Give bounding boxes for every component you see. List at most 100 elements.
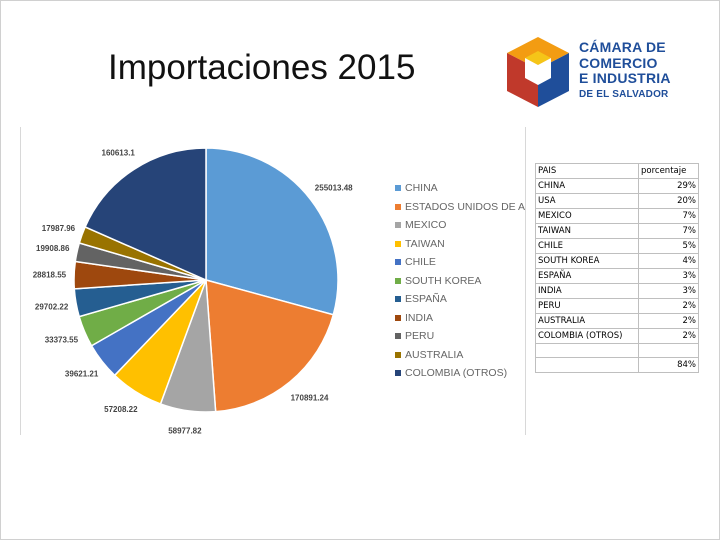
table-cell-country: COLOMBIA (OTROS): [535, 328, 639, 344]
table-cell-percentage: 3%: [638, 268, 699, 284]
logo-line-3: E INDUSTRIA: [579, 70, 671, 86]
table-cell-country: INDIA: [535, 283, 639, 299]
blank-cell: [535, 343, 639, 358]
table-cell-percentage: 3%: [638, 283, 699, 299]
table-row: TAIWAN 7%: [535, 223, 699, 239]
legend-swatch: [395, 240, 401, 247]
legend-label: CHINA: [405, 182, 438, 195]
legend-item: COLOMBIA (OTROS): [395, 364, 525, 383]
legend-label: SOUTH KOREA: [405, 274, 482, 287]
total-percentage: 84%: [638, 357, 699, 373]
legend-label: MEXICO: [405, 219, 447, 232]
pie-slice-colombia-otros: [84, 147, 207, 282]
table-cell-percentage: 7%: [638, 223, 699, 239]
chamber-logo: CÁMARA DE COMERCIO E INDUSTRIA DE EL SAL…: [503, 33, 703, 113]
blank-cell: [638, 343, 699, 358]
pie-slice-estados-unidos-de-america: [205, 278, 335, 413]
legend-swatch: [395, 277, 401, 284]
pie-slice-china: [205, 147, 339, 316]
slide-title: Importaciones 2015: [108, 48, 416, 87]
table-row: CHILE 5%: [535, 238, 699, 254]
table-cell-percentage: 2%: [638, 298, 699, 314]
data-label: 29702.22: [35, 302, 69, 311]
legend-label: ESTADOS UNIDOS DE AMERICA: [405, 200, 525, 213]
table-row: PERU 2%: [535, 298, 699, 314]
legend-item: SOUTH KOREA: [395, 272, 525, 291]
table-row: CHINA 29%: [535, 178, 699, 194]
header-percentage: porcentaje: [638, 163, 699, 179]
pie-chart-panel: 255013.48 170891.24 58977.82 57208.22 39621.…: [20, 127, 526, 435]
data-label: 39621.21: [65, 370, 99, 379]
pie-chart: 255013.48 170891.24 58977.82 57208.22 39621.…: [33, 147, 353, 435]
legend-swatch: [395, 370, 401, 377]
chart-legend: CHINA ESTADOS UNIDOS DE AMERICA MEXICO TAIW…: [395, 179, 525, 383]
data-label: 57208.22: [104, 405, 138, 414]
table-header-row: PAIS porcentaje: [535, 163, 699, 179]
table-cell-country: CHINA: [535, 178, 639, 194]
table-cell-percentage: 20%: [638, 193, 699, 209]
table-row: USA 20%: [535, 193, 699, 209]
logo-cube-icon: [507, 37, 569, 107]
legend-label: AUSTRALIA: [405, 348, 464, 361]
data-label: 255013.48: [315, 184, 353, 193]
header-country: PAIS: [535, 163, 639, 179]
legend-item: AUSTRALIA: [395, 346, 525, 365]
table-cell-percentage: 2%: [638, 313, 699, 329]
table-cell-percentage: 7%: [638, 208, 699, 224]
data-label: 28818.55: [33, 270, 67, 279]
legend-label: TAIWAN: [405, 237, 445, 250]
legend-item: MEXICO: [395, 216, 525, 235]
table-cell-percentage: 29%: [638, 178, 699, 194]
data-label: 170891.24: [291, 393, 329, 402]
logo-line-4: DE EL SALVADOR: [579, 88, 669, 100]
logo-text: CÁMARA DE COMERCIO E INDUSTRIA DE EL SAL…: [579, 39, 671, 102]
legend-label: INDIA: [405, 311, 434, 324]
legend-swatch: [395, 296, 401, 303]
table-cell-country: AUSTRALIA: [535, 313, 639, 329]
table-row: MEXICO 7%: [535, 208, 699, 224]
total-label-cell: [535, 357, 639, 373]
logo-line-2: COMERCIO: [579, 54, 658, 71]
legend-item: TAIWAN: [395, 235, 525, 254]
data-label: 58977.82: [168, 427, 202, 435]
table-cell-country: CHILE: [535, 238, 639, 254]
table-row: COLOMBIA (OTROS) 2%: [535, 328, 699, 344]
legend-item: PERU: [395, 327, 525, 346]
legend-item: INDIA: [395, 309, 525, 328]
data-label: 33373.55: [45, 335, 79, 344]
table-cell-country: MEXICO: [535, 208, 639, 224]
table-cell-percentage: 2%: [638, 328, 699, 344]
table-cell-country: ESPAÑA: [535, 268, 639, 284]
legend-label: PERU: [405, 330, 435, 343]
percentage-table: PAIS porcentaje CHINA 29% USA 20% MEXICO 7% TA…: [535, 163, 699, 373]
legend-item: ESTADOS UNIDOS DE AMERICA: [395, 198, 525, 217]
legend-swatch: [395, 259, 401, 266]
legend-swatch: [395, 185, 401, 192]
legend-item: CHILE: [395, 253, 525, 272]
data-label: 19908.86: [36, 244, 70, 253]
table-cell-percentage: 4%: [638, 253, 699, 269]
table-row: ESPAÑA 3%: [535, 268, 699, 284]
legend-label: CHILE: [405, 256, 436, 269]
table-row: SOUTH KOREA 4%: [535, 253, 699, 269]
table-cell-country: PERU: [535, 298, 639, 314]
table-cell-country: TAIWAN: [535, 223, 639, 239]
legend-swatch: [395, 222, 401, 229]
legend-label: COLOMBIA (OTROS): [405, 367, 508, 380]
data-label: 160613.1: [102, 149, 136, 158]
legend-swatch: [395, 333, 401, 340]
table-total-row: 84%: [535, 357, 699, 373]
data-label: 17987.96: [42, 224, 76, 233]
table-cell-country: USA: [535, 193, 639, 209]
table-row: INDIA 3%: [535, 283, 699, 299]
logo-line-1: CÁMARA DE: [579, 39, 666, 55]
table-blank-row: [535, 343, 699, 358]
legend-swatch: [395, 203, 401, 210]
table-cell-percentage: 5%: [638, 238, 699, 254]
legend-label: ESPAÑA: [405, 293, 447, 306]
table-row: AUSTRALIA 2%: [535, 313, 699, 329]
legend-swatch: [395, 351, 401, 358]
legend-swatch: [395, 314, 401, 321]
legend-item: ESPAÑA: [395, 290, 525, 309]
legend-item: CHINA: [395, 179, 525, 198]
